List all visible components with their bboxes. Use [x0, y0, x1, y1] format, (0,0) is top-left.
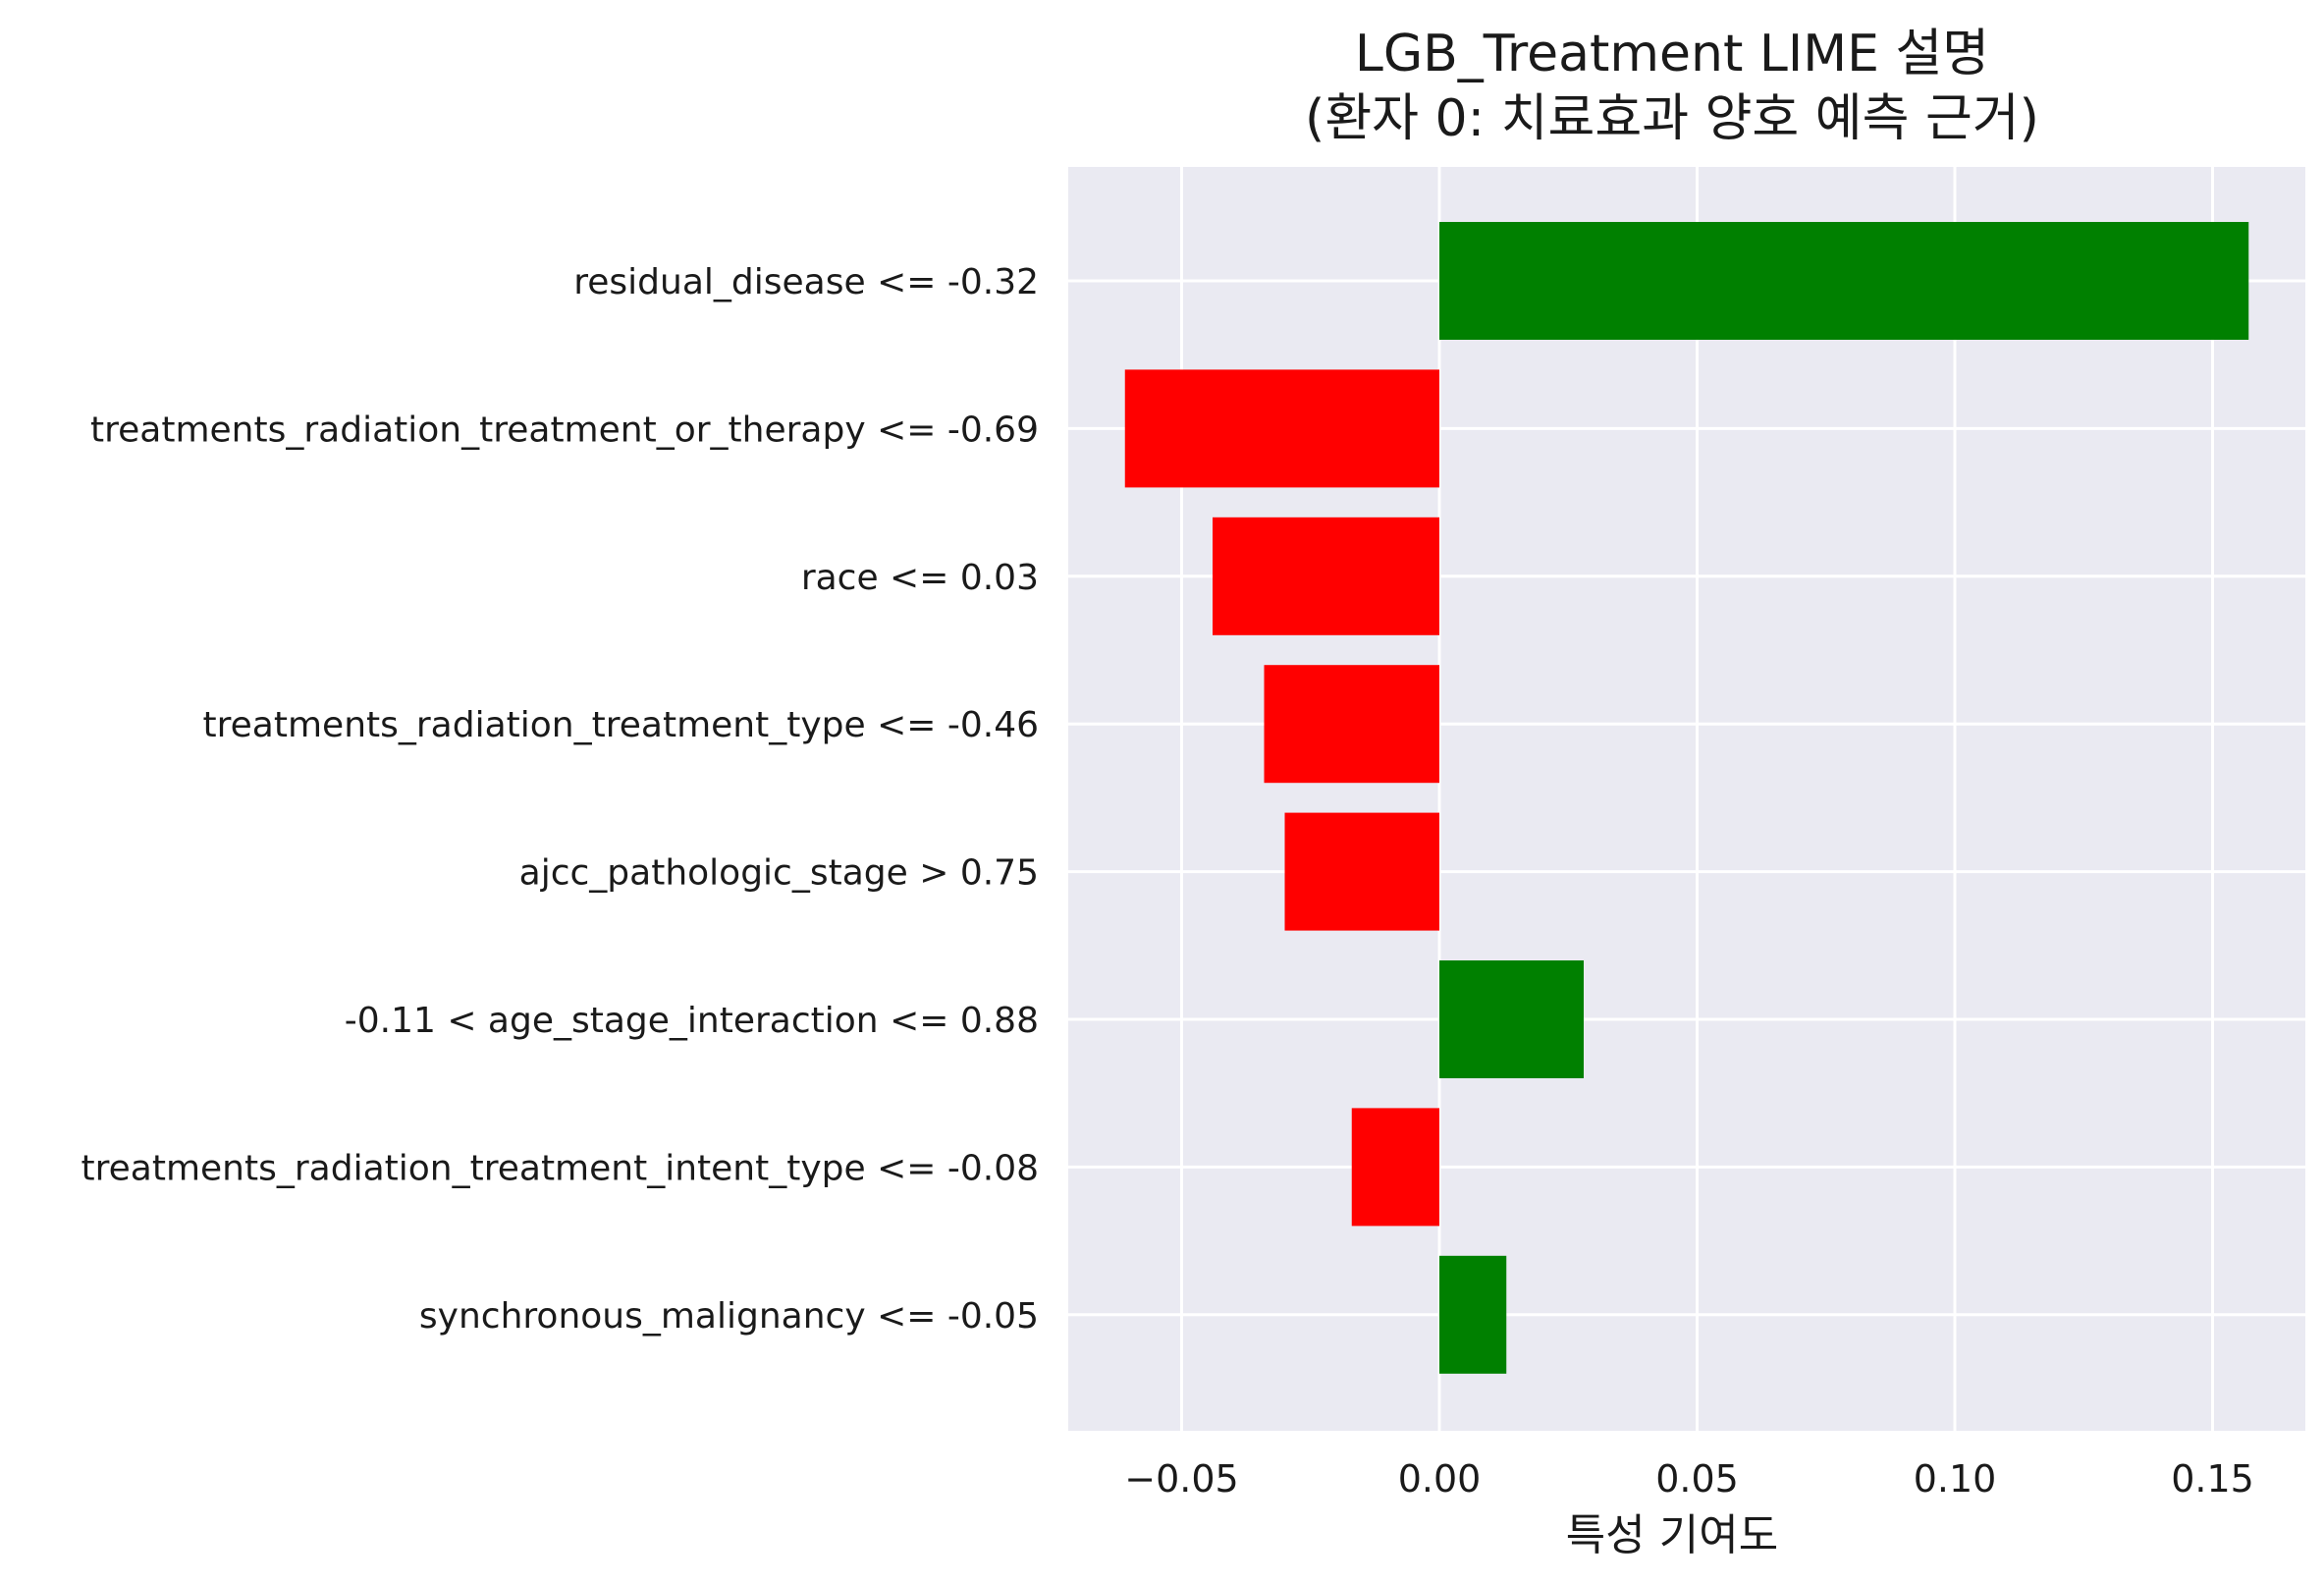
chart-title: LGB_Treatment LIME 설명 — [1355, 25, 1989, 83]
bar-6 — [1439, 960, 1584, 1078]
bars-group — [1124, 222, 2249, 1374]
y-tick-label: treatments_radiation_treatment_type <= -… — [203, 705, 1039, 745]
plot-area — [1068, 167, 2305, 1431]
bar-2 — [1124, 369, 1439, 488]
y-tick-label: -0.11 < age_stage_interaction <= 0.88 — [345, 1001, 1039, 1041]
y-tick-label: residual_disease <= -0.32 — [573, 262, 1039, 302]
y-tick-label: treatments_radiation_treatment_or_therap… — [90, 410, 1039, 450]
x-tick-label: 0.05 — [1655, 1457, 1739, 1501]
bar-7 — [1351, 1108, 1439, 1227]
x-tick-label: 0.00 — [1398, 1457, 1482, 1501]
x-tick-label: 0.10 — [1914, 1457, 1997, 1501]
bar-3 — [1213, 517, 1439, 635]
y-tick-label: race <= 0.03 — [801, 558, 1039, 598]
chart-subtitle: (환자 0: 치료효과 양호 예측 근거) — [1305, 89, 2039, 148]
x-axis-label: 특성 기여도 — [1566, 1510, 1778, 1560]
bar-1 — [1439, 222, 2249, 340]
y-tick-label: synchronous_malignancy <= -0.05 — [419, 1296, 1039, 1337]
y-tick-labels: residual_disease <= -0.32 treatments_radi… — [81, 262, 1039, 1337]
x-tick-label: 0.15 — [2171, 1457, 2254, 1501]
y-tick-label: ajcc_pathologic_stage > 0.75 — [519, 853, 1039, 894]
bar-4 — [1264, 665, 1439, 784]
y-tick-label: treatments_radiation_treatment_intent_ty… — [81, 1148, 1039, 1188]
bar-8 — [1439, 1255, 1507, 1374]
x-tick-label: −0.05 — [1124, 1457, 1238, 1501]
x-tick-labels: −0.05 0.00 0.05 0.10 0.15 — [1124, 1457, 2254, 1501]
bar-5 — [1284, 812, 1439, 931]
